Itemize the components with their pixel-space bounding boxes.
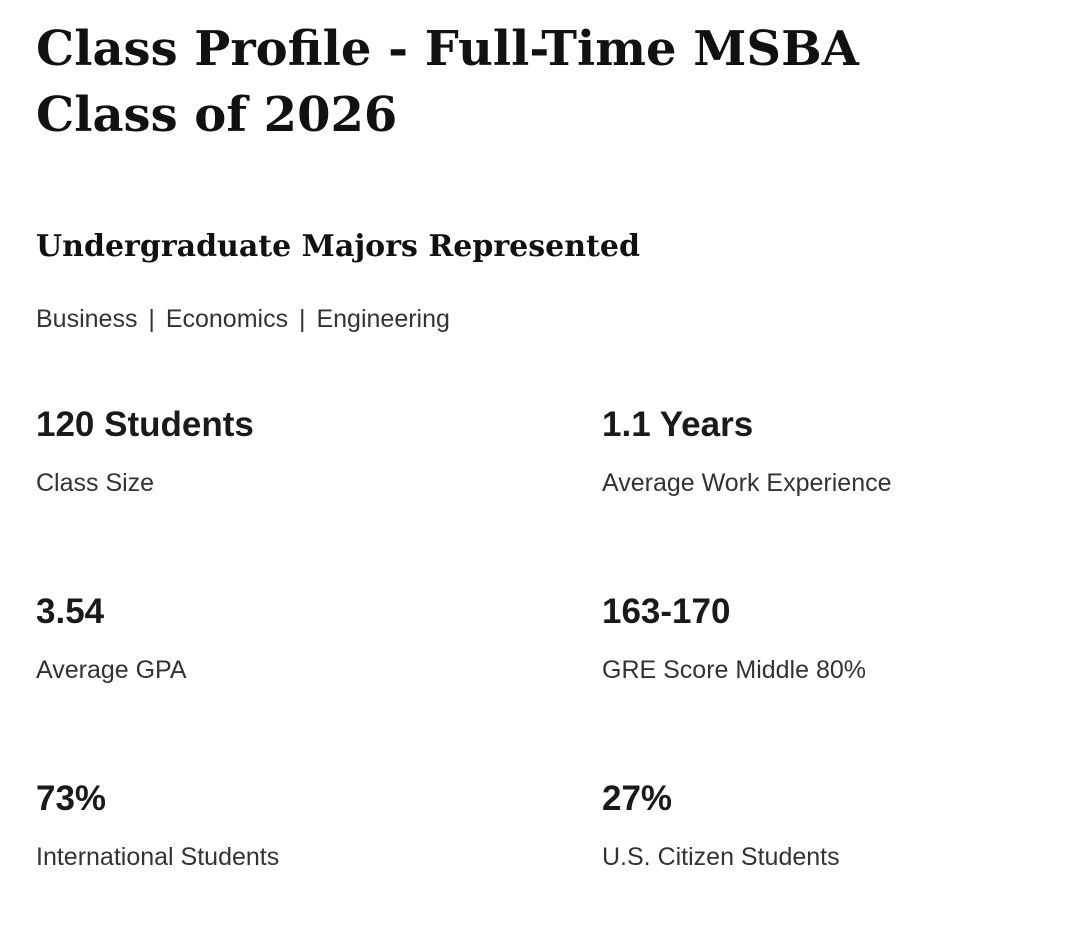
stat-class-size: 120 Students Class Size	[36, 404, 602, 501]
stat-value: 163-170	[602, 592, 731, 632]
stat-gre-score: 163-170 GRE Score Middle 80%	[602, 591, 1044, 688]
stat-value: 120 Students	[36, 405, 254, 445]
stat-work-experience: 1.1 Years Average Work Experience	[602, 404, 1044, 501]
stat-value: 3.54	[36, 592, 105, 632]
stat-international-students: 73% International Students	[36, 778, 602, 875]
stat-label: Class Size	[36, 469, 155, 498]
stat-label: Average Work Experience	[602, 469, 892, 498]
page-title: Class Profile - Full-Time MSBA Class of …	[36, 21, 859, 144]
stat-label: GRE Score Middle 80%	[602, 656, 867, 685]
stat-average-gpa: 3.54 Average GPA	[36, 591, 602, 688]
stat-us-citizen-students: 27% U.S. Citizen Students	[602, 778, 1044, 875]
majors-list: Business | Economics | Engineering	[36, 305, 450, 334]
majors-section-heading: Undergraduate Majors Represented	[36, 229, 640, 265]
class-profile-page: Class Profile - Full-Time MSBA Class of …	[0, 16, 1080, 926]
stat-value: 27%	[602, 779, 673, 819]
stat-label: U.S. Citizen Students	[602, 843, 840, 872]
stat-label: Average GPA	[36, 656, 187, 685]
stats-grid: 120 Students Class Size 1.1 Years Averag…	[36, 404, 1044, 875]
stat-label: International Students	[36, 843, 280, 872]
stat-value: 73%	[36, 779, 107, 819]
stat-value: 1.1 Years	[602, 405, 754, 445]
